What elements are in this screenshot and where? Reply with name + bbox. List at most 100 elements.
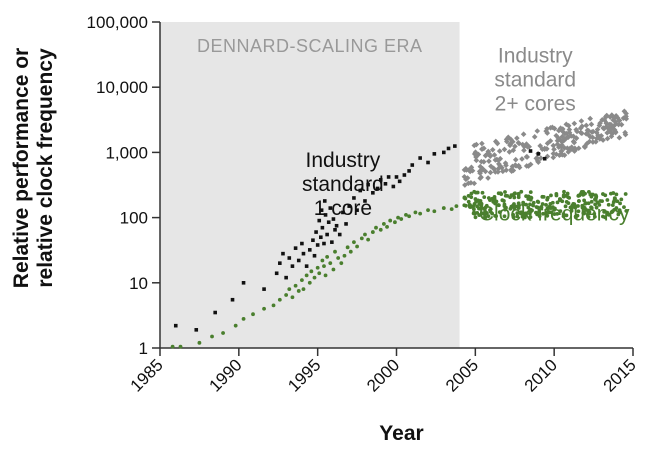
multicore-point bbox=[471, 151, 478, 157]
multicore-point bbox=[579, 123, 585, 130]
single-core-point bbox=[317, 218, 322, 223]
clock-point bbox=[370, 230, 375, 234]
clock-cluster-point bbox=[528, 202, 532, 207]
clock-cluster-point bbox=[547, 210, 552, 215]
multicore-point bbox=[544, 146, 550, 152]
single-core-point bbox=[319, 235, 323, 240]
annotation-line: standard bbox=[302, 173, 384, 196]
clock-cluster-point bbox=[472, 189, 477, 194]
multicore-point bbox=[503, 167, 510, 173]
y-axis-title: Relative performance orrelative clock fr… bbox=[10, 48, 57, 288]
clock-point bbox=[348, 249, 353, 254]
multicore-point bbox=[563, 121, 570, 128]
clock-point bbox=[404, 213, 408, 217]
single-core-point bbox=[213, 310, 217, 315]
single-core-point bbox=[322, 241, 326, 246]
clock-point bbox=[385, 225, 389, 229]
clock-point bbox=[241, 316, 246, 321]
multicore-point bbox=[508, 166, 514, 173]
single-core-point bbox=[352, 196, 356, 200]
multicore-point bbox=[620, 115, 627, 121]
clock-cluster-point bbox=[566, 201, 571, 206]
clock-point bbox=[352, 240, 356, 245]
single-core-point bbox=[536, 152, 541, 156]
multicore-point bbox=[475, 151, 482, 158]
y-axis-title-line: relative clock frequency bbox=[34, 48, 57, 288]
multicore-point bbox=[471, 180, 478, 187]
clock-cluster-point bbox=[564, 213, 569, 218]
multicore-point bbox=[583, 122, 590, 129]
y-tick-label: 10,000 bbox=[96, 78, 148, 97]
multicore-point bbox=[496, 161, 502, 167]
single-core-point bbox=[323, 213, 328, 217]
multicore-point bbox=[510, 147, 517, 154]
single-core-point bbox=[173, 323, 178, 328]
single-core-point bbox=[304, 264, 309, 268]
clock-cluster-point bbox=[462, 195, 467, 200]
multicore-point bbox=[590, 139, 596, 145]
multicore-point bbox=[485, 148, 492, 155]
multicore-point bbox=[612, 118, 619, 125]
clock-point bbox=[393, 220, 397, 225]
clock-point bbox=[293, 283, 298, 288]
multicore-point bbox=[623, 113, 629, 120]
multicore-point bbox=[524, 154, 531, 160]
clock-cluster-point bbox=[583, 191, 587, 196]
clock-cluster-point bbox=[515, 214, 520, 219]
clock-cluster-point bbox=[558, 209, 563, 214]
multicore-point bbox=[553, 151, 560, 158]
clock-cluster-point bbox=[601, 192, 605, 196]
clock-point bbox=[170, 344, 175, 349]
annotation-line: 1 core bbox=[314, 197, 372, 220]
multicore-point bbox=[512, 156, 519, 163]
multicore-point bbox=[509, 163, 516, 170]
multicore-point bbox=[491, 166, 497, 172]
single-core-point bbox=[358, 188, 363, 193]
clock-cluster-point bbox=[577, 193, 582, 198]
clock-cluster-point bbox=[592, 214, 597, 219]
y-tick-label: 1 bbox=[139, 339, 148, 358]
single-core-point bbox=[344, 222, 348, 226]
multicore-point bbox=[593, 139, 599, 145]
multicore-point bbox=[477, 163, 484, 170]
multicore-point bbox=[478, 158, 485, 165]
single-core-point bbox=[341, 210, 345, 215]
multicore-point bbox=[521, 147, 527, 154]
clock-point bbox=[287, 287, 292, 292]
multicore-point bbox=[556, 127, 562, 134]
multicore-point bbox=[508, 136, 514, 143]
clock-point bbox=[378, 227, 383, 232]
clock-cluster-point bbox=[594, 205, 599, 210]
single-core-point bbox=[326, 220, 331, 225]
clock-cluster-point bbox=[483, 205, 488, 210]
annotation-single-core: Industry standard 1 core bbox=[302, 149, 384, 220]
multicore-point bbox=[503, 162, 509, 169]
multicore-point bbox=[543, 128, 549, 134]
y-axis-title-line: Relative performance or bbox=[10, 48, 33, 288]
x-tick-label: 2010 bbox=[521, 355, 561, 395]
single-core-point bbox=[325, 232, 329, 237]
multicore-point bbox=[544, 125, 550, 132]
multicore-point bbox=[520, 131, 527, 137]
clock-point bbox=[388, 218, 393, 223]
multicore-point bbox=[606, 125, 613, 131]
multicore-point bbox=[499, 164, 505, 171]
clock-point bbox=[345, 245, 350, 250]
multicore-point bbox=[492, 157, 499, 163]
clock-cluster-point bbox=[482, 195, 487, 200]
clock-cluster-point bbox=[528, 195, 533, 200]
clock-cluster-point bbox=[496, 203, 501, 208]
multicore-point bbox=[547, 138, 554, 144]
clock-point bbox=[301, 287, 306, 292]
clock-cluster-point bbox=[472, 207, 476, 212]
clock-cluster-point bbox=[597, 202, 602, 207]
multicore-point bbox=[559, 142, 565, 148]
clock-point bbox=[262, 306, 266, 311]
clock-cluster-point bbox=[622, 205, 626, 210]
clock-cluster-point bbox=[617, 208, 622, 213]
multicore-point bbox=[464, 175, 471, 181]
clock-cluster-point bbox=[528, 207, 533, 212]
clock-point bbox=[315, 265, 320, 270]
clock-point bbox=[307, 280, 312, 285]
clock-point bbox=[339, 261, 344, 266]
